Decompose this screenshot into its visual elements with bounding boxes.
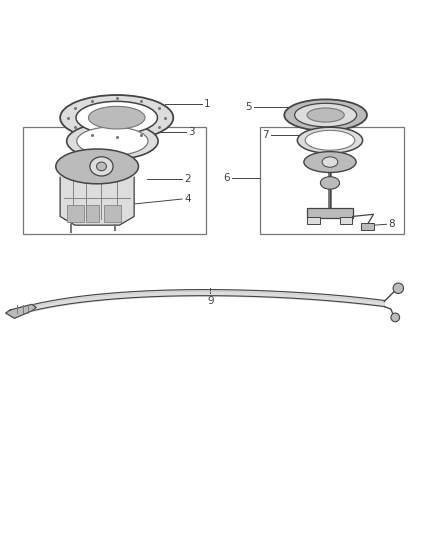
Text: 9: 9 [207, 296, 214, 306]
Ellipse shape [304, 151, 356, 173]
Ellipse shape [56, 149, 138, 184]
Polygon shape [6, 304, 36, 318]
Ellipse shape [88, 107, 145, 129]
Ellipse shape [76, 101, 157, 134]
Ellipse shape [77, 127, 148, 156]
Ellipse shape [297, 127, 363, 154]
Ellipse shape [67, 123, 158, 159]
Text: 5: 5 [245, 102, 252, 112]
Ellipse shape [60, 95, 173, 140]
Ellipse shape [307, 108, 344, 122]
Bar [307, 217, 320, 224]
Ellipse shape [321, 176, 339, 189]
Ellipse shape [295, 103, 357, 127]
Bar [307, 208, 353, 218]
Bar [23, 127, 206, 234]
Polygon shape [60, 177, 134, 225]
Circle shape [393, 283, 403, 294]
Ellipse shape [96, 162, 106, 171]
Text: 8: 8 [389, 219, 396, 229]
Circle shape [391, 313, 399, 322]
Text: 4: 4 [184, 194, 191, 204]
Text: 3: 3 [188, 127, 195, 137]
Bar [339, 217, 352, 224]
Text: 7: 7 [262, 130, 269, 140]
Text: 1: 1 [204, 99, 210, 109]
Bar [260, 127, 404, 234]
Ellipse shape [90, 157, 113, 176]
Bar [361, 223, 374, 230]
Ellipse shape [322, 157, 338, 167]
Bar [86, 205, 99, 222]
Ellipse shape [305, 131, 355, 150]
Text: 2: 2 [184, 174, 191, 184]
Bar [67, 205, 84, 222]
Ellipse shape [284, 99, 367, 131]
Text: 6: 6 [223, 173, 230, 183]
Bar [104, 205, 121, 222]
